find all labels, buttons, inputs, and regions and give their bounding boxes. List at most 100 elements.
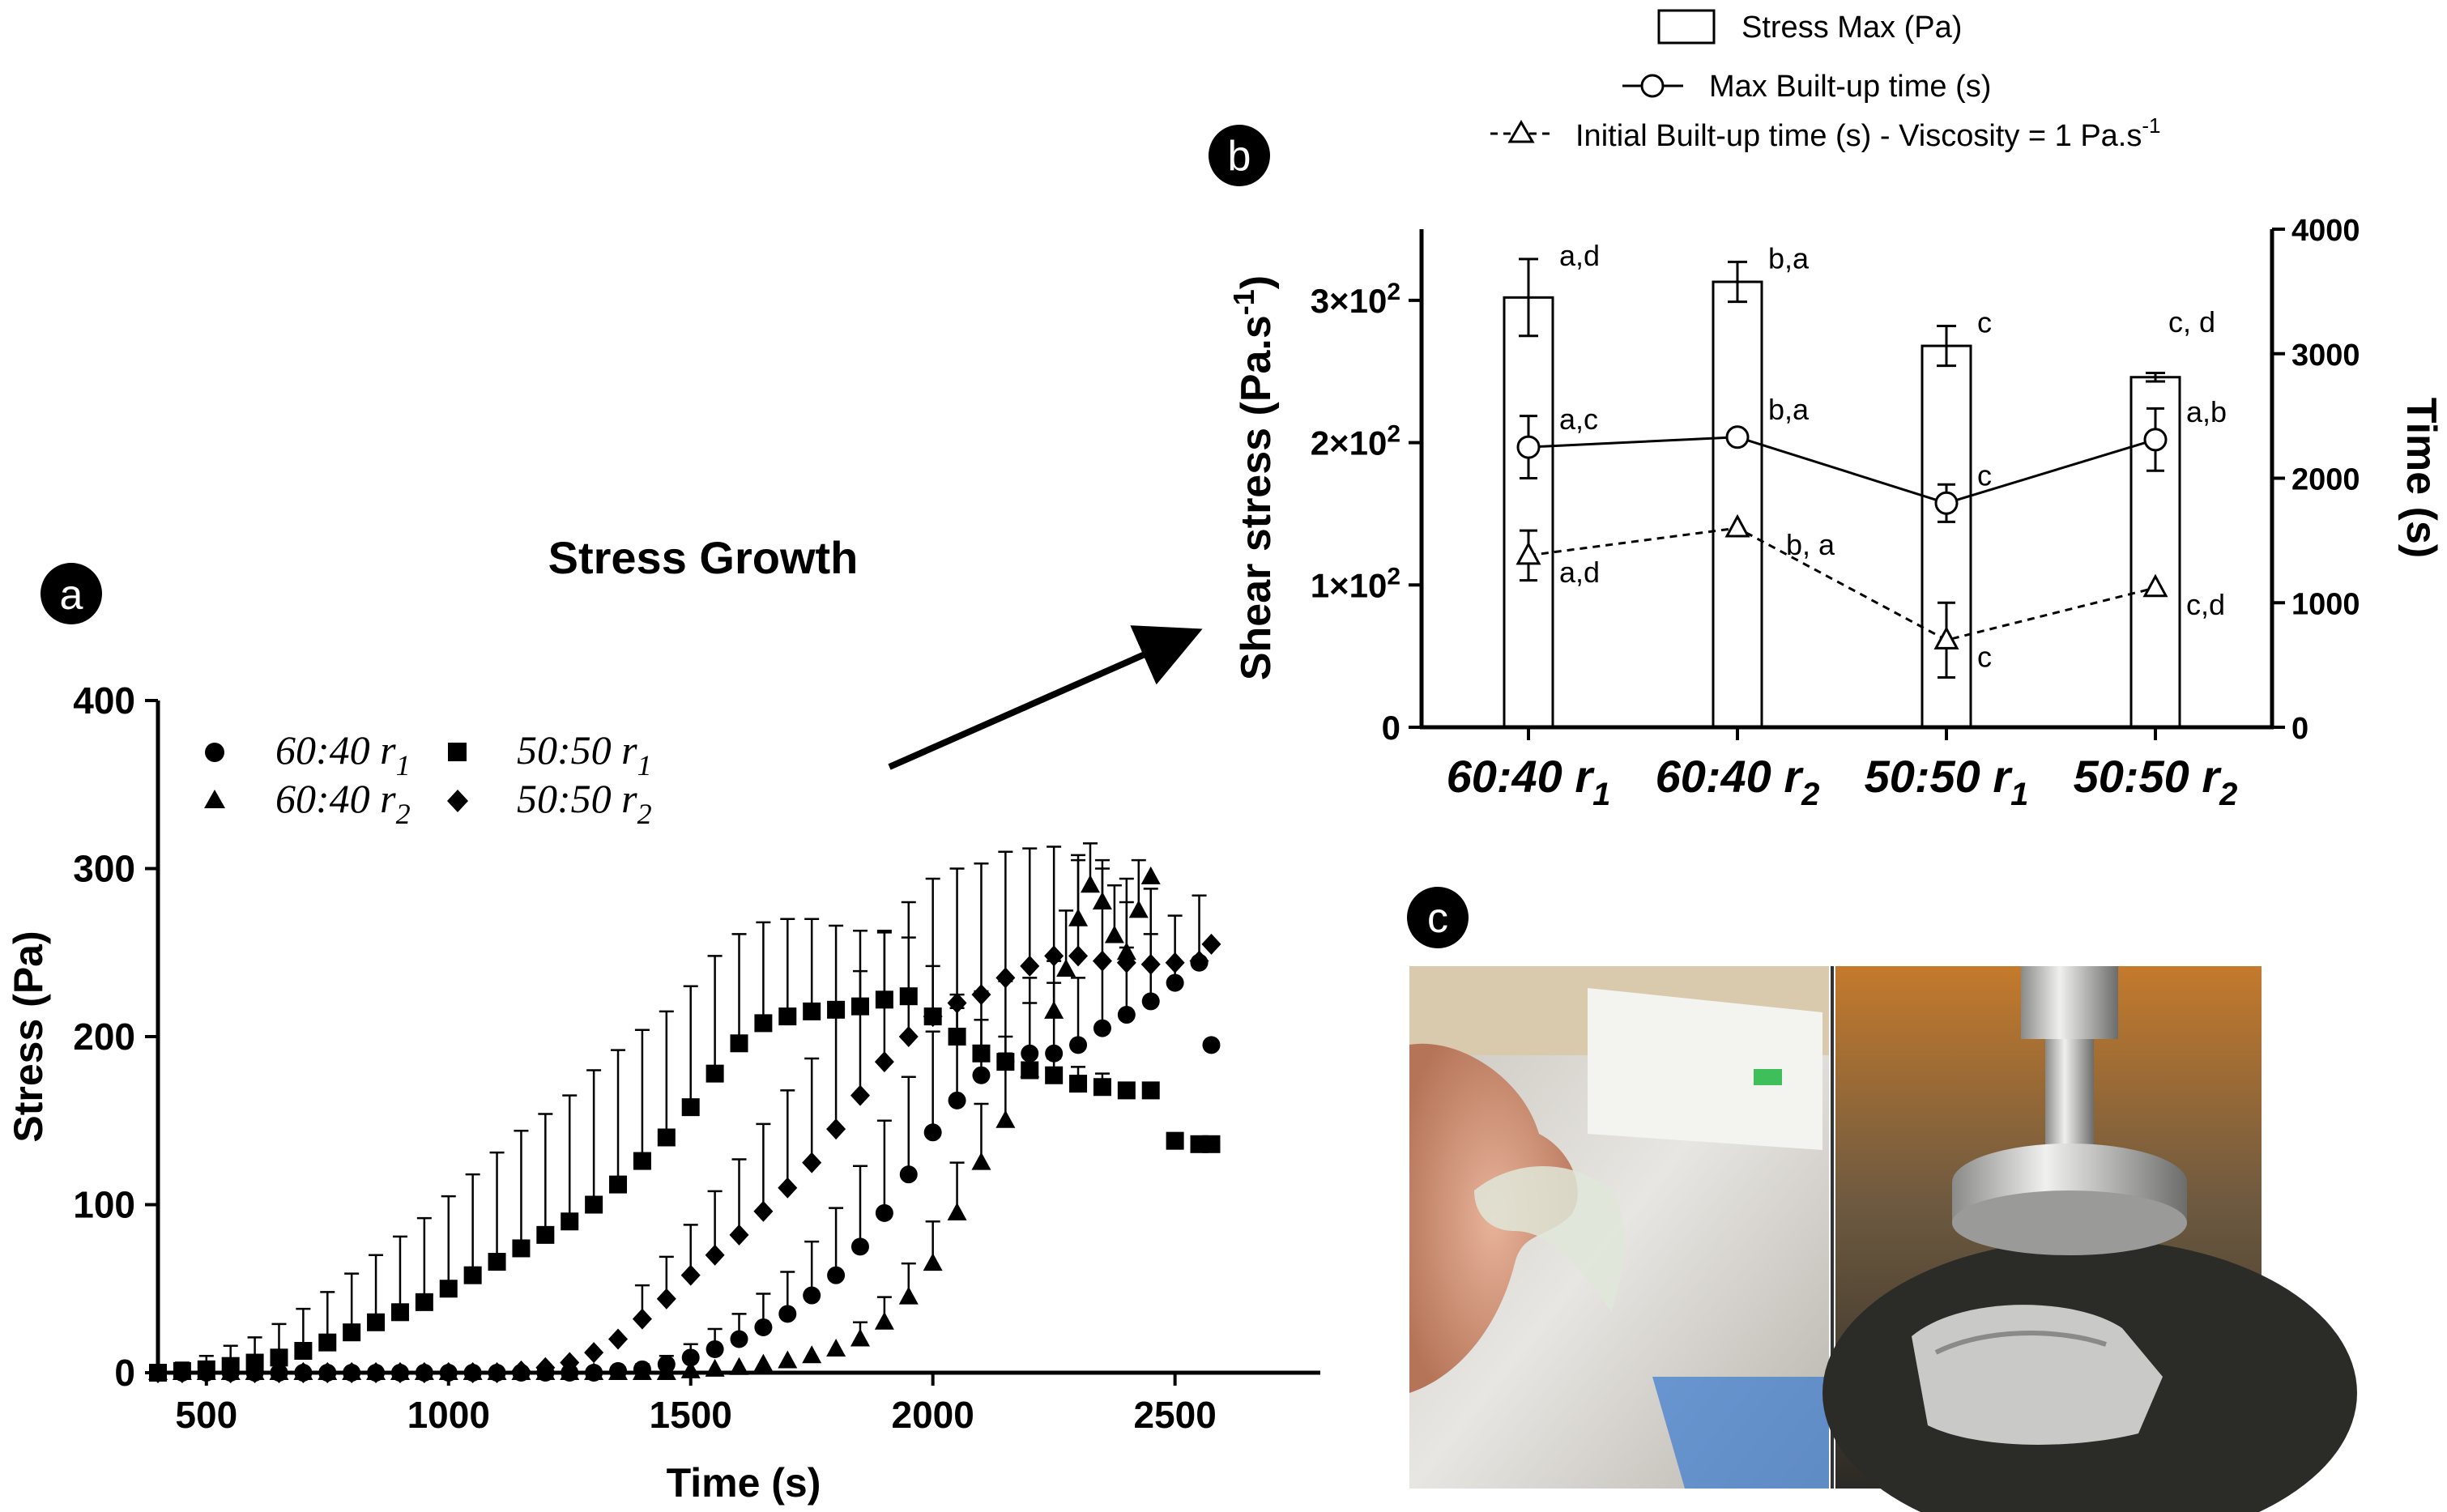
data-point-series-2 (826, 1338, 846, 1357)
data-point-series-1 (875, 1203, 893, 1222)
legend-b-initial-label: Initial Built-up time (s) - Viscosity = … (1575, 113, 2161, 153)
data-point-series-1 (899, 1165, 918, 1184)
bar-letter: a,d (1559, 239, 1600, 272)
data-point-series-4 (1165, 952, 1185, 973)
initial-time-letter: a,d (1559, 556, 1600, 589)
max-time-letter: a,b (2186, 395, 2227, 428)
max-time-marker (1725, 425, 1750, 449)
chart-b-y2-tick-label: 1000 (2291, 587, 2360, 621)
legend-a-square-marker (448, 743, 467, 761)
data-point-series-2 (1044, 1000, 1064, 1019)
data-point-series-1 (827, 1266, 846, 1284)
data-point-series-2 (947, 1202, 967, 1220)
data-point-series-2 (1056, 959, 1076, 977)
data-point-series-3 (609, 1175, 628, 1194)
data-point-series-2 (1092, 892, 1112, 909)
data-point-series-4 (656, 1288, 676, 1310)
chart-a-y-tick-label: 100 (73, 1184, 135, 1226)
data-point-series-3 (1166, 1131, 1184, 1150)
connector-arrow (888, 625, 1203, 770)
chart-a-y-tick-label: 200 (73, 1016, 135, 1058)
data-point-series-2 (874, 1311, 894, 1330)
data-point-series-4 (729, 1224, 749, 1246)
data-point-series-3 (463, 1266, 482, 1284)
badge-c-label: c (1427, 895, 1448, 942)
data-point-series-4 (802, 1152, 822, 1173)
max-time-marker (1934, 491, 1959, 515)
chart-a-x-tick-label: 1500 (650, 1394, 732, 1436)
badge-a-label: a (60, 572, 83, 619)
data-point-series-3 (803, 1002, 821, 1020)
photo-rheometer (1822, 966, 2357, 1512)
data-point-series-2 (729, 1357, 749, 1375)
chart-b-y-tick-label: 2×102 (1311, 421, 1400, 462)
data-point-series-3 (585, 1195, 603, 1214)
data-point-series-4 (1189, 950, 1209, 972)
panel-c: c (1407, 887, 2357, 1512)
chart-a-legend: 60:40 r1 50:50 r1 60:40 r2 50:50 r2 (204, 727, 652, 830)
legend-a-diamond-marker (447, 790, 468, 812)
data-point-series-3 (1093, 1078, 1111, 1097)
data-point-series-1 (1069, 1036, 1088, 1054)
data-point-series-4 (705, 1244, 725, 1266)
data-point-series-3 (875, 990, 893, 1009)
data-point-series-3 (512, 1239, 531, 1258)
initial-time-line (1528, 526, 2156, 641)
legend-b-max-label: Max Built-up time (s) (1709, 70, 1991, 104)
chart-b-category-label: 60:40 r2 (1656, 751, 1820, 812)
data-point-series-3 (778, 1007, 797, 1026)
initial-time-marker (1724, 513, 1750, 538)
chart-b-category-label: 60:40 r1 (1447, 751, 1611, 812)
data-point-series-3 (318, 1333, 337, 1352)
data-point-series-2 (923, 1253, 943, 1271)
legend-a-series-1: 60:40 r1 (275, 727, 411, 782)
data-point-series-3 (1069, 1075, 1088, 1093)
data-point-series-3 (633, 1152, 651, 1170)
data-point-series-4 (608, 1328, 629, 1350)
chart-a-plot-area (148, 842, 1221, 1383)
data-point-series-4 (947, 992, 967, 1014)
data-point-series-3 (367, 1313, 386, 1331)
data-point-series-4 (874, 1051, 894, 1073)
data-point-series-4 (1140, 953, 1161, 975)
legend-b-triangle-marker (1507, 120, 1535, 143)
legend-a-triangle-marker (204, 790, 225, 808)
chart-b-letters: a,d b,a c c, d a,c b,a c a,b a,d b, a c c,d (1559, 239, 2227, 673)
bar-letter: b,a (1768, 241, 1810, 275)
data-point-series-1 (754, 1318, 773, 1336)
chart-b-bars (1503, 258, 2181, 729)
max-time-line (1528, 436, 2156, 505)
data-point-series-1 (778, 1305, 797, 1323)
data-point-series-4 (632, 1308, 652, 1330)
chart-b-y-tick-label: 3×102 (1311, 279, 1400, 320)
data-point-series-4 (560, 1352, 580, 1374)
data-point-series-3 (1021, 1061, 1039, 1080)
data-point-series-1 (1093, 1019, 1111, 1037)
data-point-series-3 (1202, 1135, 1221, 1153)
data-point-series-1 (730, 1330, 748, 1348)
chart-a-y-tick-label: 300 (73, 848, 135, 890)
badge-a (40, 563, 102, 624)
data-point-series-3 (488, 1253, 506, 1271)
chart-b-category-label: 50:50 r1 (1865, 751, 2029, 812)
data-point-series-4 (1020, 955, 1040, 977)
chart-b-y-tick-label: 1×102 (1311, 563, 1400, 604)
initial-time-marker (2142, 573, 2168, 598)
legend-a-series-4: 50:50 r2 (517, 776, 652, 830)
data-point-series-1 (1045, 1044, 1064, 1063)
badge-b (1209, 125, 1270, 186)
chart-a-y-tick-label: 0 (114, 1352, 135, 1394)
max-time-letter: c (1977, 458, 1992, 492)
data-point-series-3 (706, 1064, 724, 1083)
chart-a-x-tick-label: 2000 (891, 1394, 974, 1436)
max-time-marker (1516, 435, 1541, 459)
chart-a-x-label: Time (s) (667, 1460, 821, 1506)
legend-b-bar-label: Stress Max (Pa) (1741, 11, 1962, 45)
data-point-series-4 (680, 1264, 701, 1286)
legend-b-bar-swatch (1657, 9, 1716, 45)
data-point-series-1 (1141, 992, 1160, 1011)
badge-c (1407, 887, 1469, 948)
data-point-series-3 (657, 1128, 676, 1147)
data-point-series-2 (1128, 900, 1149, 918)
